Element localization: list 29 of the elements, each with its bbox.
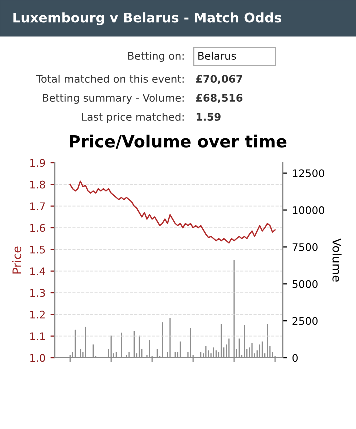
text: Last price matched: [82,112,184,124]
y-tick-label: 1.1 [30,332,46,340]
y-tick-label: 1.8 [30,180,46,189]
text: 1.59 [196,113,221,122]
y-tick-label: 1.3 [30,289,46,298]
y-tick-label: 1.7 [30,202,46,210]
text: Belarus [198,52,236,60]
y2-tick-label: 2500 [292,317,318,326]
chart-title: Luxembourg v Belarus - Match Odds [14,12,282,26]
y-tick-label: 1.2 [30,310,45,319]
text: £68,516 [196,94,243,104]
text: £70,067 [196,75,242,84]
y2-tick-label: 7500 [292,243,318,252]
y-tick-label: 1.5 [30,246,46,254]
y-axis-title: Price [12,246,22,274]
y2-tick-label: 0 [292,354,298,362]
y2-tick-label: 10000 [293,206,324,214]
text: Betting summary - Volume: [43,94,184,104]
chart-subtitle: Price/Volume over time [70,134,287,150]
y2-tick-label: 12500 [293,170,324,178]
y2-tick-label: 5000 [292,280,318,288]
text: Total matched on this event: [36,74,184,84]
y-tick-label: 1.6 [30,224,46,232]
y-tick-label: 1.0 [30,354,46,362]
line-series [70,180,276,244]
y-tick-label: 1.4 [30,268,46,276]
y2-axis-title: Volume [332,238,342,282]
y-tick-label: 1.9 [30,159,46,168]
text: Betting on: [128,52,184,62]
